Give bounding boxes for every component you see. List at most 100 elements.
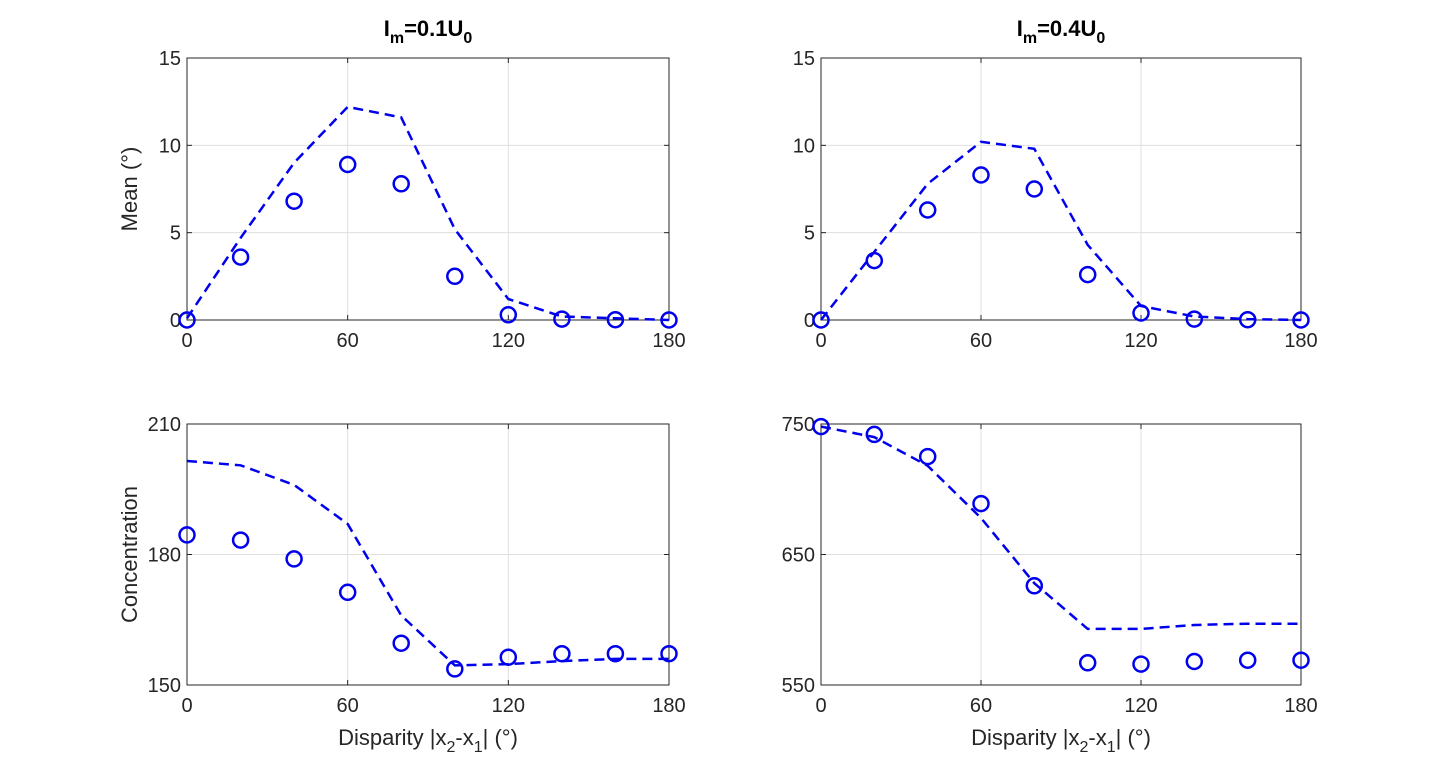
data-point xyxy=(338,155,357,174)
data-point xyxy=(446,267,464,286)
panel-p12: 0 60 120 180 0 5 10 15 Im=0.4U0 xyxy=(793,16,1318,352)
panel-title-sub2: 0 xyxy=(1096,30,1105,47)
panel-title-sub2: 0 xyxy=(463,30,472,47)
data-point xyxy=(1238,310,1257,329)
y-tick-label: 210 xyxy=(148,414,181,436)
x-tick-label: 0 xyxy=(815,330,826,352)
x-axis-label-base: Disparity |x xyxy=(971,725,1079,750)
data-point xyxy=(606,310,625,329)
data-point xyxy=(812,311,830,329)
x-tick-label: 180 xyxy=(652,330,685,352)
data-point xyxy=(972,166,990,184)
data-point xyxy=(1025,577,1044,595)
data-point xyxy=(972,494,990,513)
series-line xyxy=(185,105,670,322)
data-point xyxy=(553,310,571,328)
x-axis-label-sub1: 2 xyxy=(1079,739,1088,756)
y-tick-label: 5 xyxy=(170,223,181,245)
data-point xyxy=(918,447,937,466)
x-axis-label-mid: -x xyxy=(1088,725,1106,750)
panel-title-sub1: m xyxy=(390,30,404,47)
data-point xyxy=(1078,654,1097,672)
data-point xyxy=(606,644,625,663)
x-axis-label: Disparity |x2-x1| (°) xyxy=(338,725,518,756)
data-point xyxy=(1292,651,1310,669)
x-tick-label: 180 xyxy=(652,695,685,717)
series-line xyxy=(820,425,1301,631)
data-point xyxy=(660,644,678,663)
x-tick-label: 0 xyxy=(815,695,826,717)
data-point xyxy=(1078,265,1097,284)
panel-title-sub1: m xyxy=(1023,30,1037,47)
x-axis-label-sub2: 1 xyxy=(1107,739,1116,756)
x-axis-label-sub1: 2 xyxy=(446,739,455,756)
y-axis-label: Concentration xyxy=(117,486,142,623)
panel-title-mid: =0.4U xyxy=(1037,16,1096,41)
x-tick-label: 120 xyxy=(492,330,525,352)
data-point xyxy=(918,201,937,219)
x-tick-label: 120 xyxy=(1124,330,1157,352)
series-line xyxy=(820,140,1302,322)
y-tick-label: 180 xyxy=(148,545,181,567)
panel-title-base: I xyxy=(384,16,390,41)
data-point xyxy=(499,648,518,666)
x-axis-label-mid: -x xyxy=(455,725,473,750)
x-axis-label-base: Disparity |x xyxy=(338,725,446,750)
y-tick-label: 15 xyxy=(793,48,815,70)
y-tick-label: 10 xyxy=(159,135,181,157)
data-point xyxy=(178,526,196,544)
x-tick-label: 180 xyxy=(1284,695,1317,717)
y-tick-label: 0 xyxy=(170,310,181,332)
plot-area xyxy=(187,58,669,320)
data-point xyxy=(865,251,884,270)
y-tick-label: 650 xyxy=(782,545,815,567)
data-point xyxy=(499,306,518,324)
data-point xyxy=(392,175,410,193)
data-point xyxy=(1132,655,1150,673)
x-tick-label: 0 xyxy=(181,330,192,352)
data-point xyxy=(812,417,830,436)
data-point xyxy=(1292,311,1310,329)
x-tick-label: 0 xyxy=(181,695,192,717)
x-axis-label: Disparity |x2-x1| (°) xyxy=(971,725,1151,756)
data-point xyxy=(231,531,250,549)
panel-p21: 0 60 120 180 150 180 210 Concentration Disparity… xyxy=(117,414,686,756)
y-tick-label: 150 xyxy=(148,675,181,697)
series-line xyxy=(186,459,669,667)
data-point xyxy=(1238,651,1257,669)
data-point xyxy=(553,644,571,663)
data-point xyxy=(1132,304,1150,322)
data-point xyxy=(231,248,250,266)
x-axis-label-sub2: 1 xyxy=(474,739,483,756)
x-tick-label: 120 xyxy=(1124,695,1157,717)
y-tick-label: 10 xyxy=(793,135,815,157)
data-point xyxy=(285,550,303,568)
x-tick-label: 120 xyxy=(492,695,525,717)
data-point xyxy=(285,192,303,210)
x-tick-label: 180 xyxy=(1284,330,1317,352)
x-tick-label: 60 xyxy=(337,695,359,717)
x-axis-label-tail: | (°) xyxy=(1116,725,1151,750)
y-tick-label: 5 xyxy=(804,223,815,245)
y-axis-label: Mean (°) xyxy=(117,147,142,232)
panel-p22: 0 60 120 180 550 650 750 Disparity |x2-x1| (°) xyxy=(782,414,1318,756)
data-point xyxy=(1185,310,1204,328)
panel-title-mid: =0.1U xyxy=(404,16,463,41)
y-tick-label: 0 xyxy=(804,310,815,332)
data-point xyxy=(392,634,410,652)
panel-title: Im=0.1U0 xyxy=(384,16,473,47)
data-point xyxy=(178,311,196,329)
data-point xyxy=(1025,180,1044,198)
data-point xyxy=(660,311,678,329)
axis-frame xyxy=(186,57,670,321)
x-axis-label-tail: | (°) xyxy=(483,725,518,750)
x-tick-label: 60 xyxy=(970,330,992,352)
y-tick-label: 15 xyxy=(159,48,181,70)
panel-title: Im=0.4U0 xyxy=(1017,16,1106,47)
x-tick-label: 60 xyxy=(337,330,359,352)
x-tick-label: 60 xyxy=(970,695,992,717)
data-point xyxy=(338,583,357,602)
data-point xyxy=(1185,652,1204,671)
